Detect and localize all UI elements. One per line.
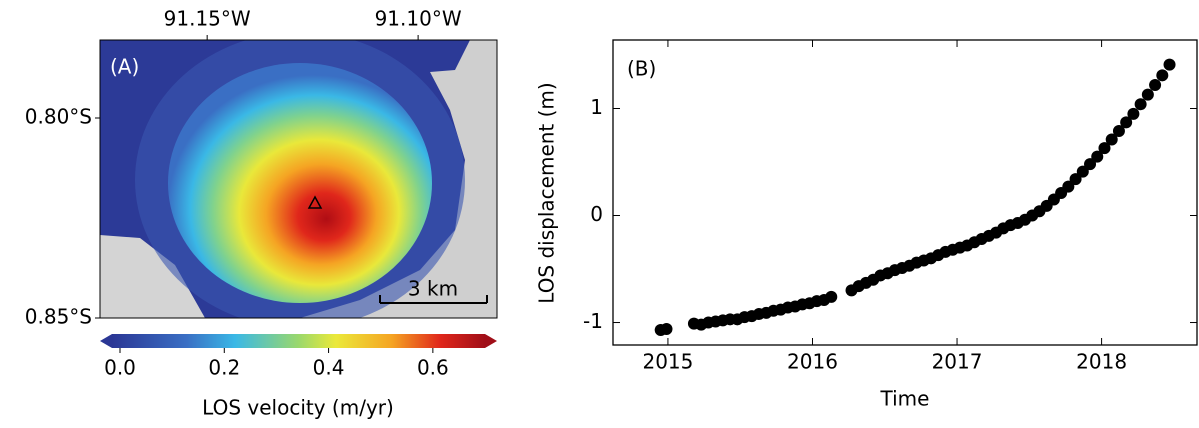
colorbar <box>112 334 485 348</box>
panel-label: (B) <box>627 57 656 81</box>
data-point <box>1149 79 1161 91</box>
data-point <box>1164 59 1176 71</box>
data-point <box>1135 98 1147 110</box>
x-tick-label: 2018 <box>1076 350 1127 374</box>
data-point <box>1142 89 1154 101</box>
x-tick-label: 2015 <box>642 350 693 374</box>
y-tick-label: 0.85°S <box>25 305 92 329</box>
y-tick-label: -1 <box>583 309 603 333</box>
x-tick-label: 2016 <box>787 350 838 374</box>
x-tick-label: 91.15°W <box>164 7 251 31</box>
scale-bar-label: 3 km <box>408 277 458 301</box>
y-tick-label: 0.80°S <box>25 105 92 129</box>
colorbar-tick-label: 0.4 <box>313 356 345 380</box>
colorbar-label: LOS velocity (m/yr) <box>202 396 394 420</box>
y-tick-label: 1 <box>590 95 603 119</box>
deformation-field <box>168 63 432 303</box>
plot-frame <box>613 40 1197 345</box>
colorbar-tick-label: 0.0 <box>104 356 136 380</box>
x-axis-label: Time <box>880 387 930 411</box>
y-axis-label: LOS displacement (m) <box>535 82 559 303</box>
data-point <box>660 323 672 335</box>
colorbar-tick-label: 0.6 <box>417 356 449 380</box>
data-point <box>825 291 837 303</box>
data-point <box>1127 108 1139 120</box>
data-point <box>1156 69 1168 81</box>
panel-label: (A) <box>110 55 139 79</box>
y-tick-label: 0 <box>590 202 603 226</box>
colorbar-extend <box>485 334 497 348</box>
x-tick-label: 91.10°W <box>375 7 462 31</box>
x-tick-label: 2017 <box>932 350 983 374</box>
colorbar-extend <box>100 334 112 348</box>
figure: (A) 3 km LOS velocity (m/yr) (B) Time LO… <box>0 0 1199 428</box>
colorbar-tick-label: 0.2 <box>208 356 240 380</box>
